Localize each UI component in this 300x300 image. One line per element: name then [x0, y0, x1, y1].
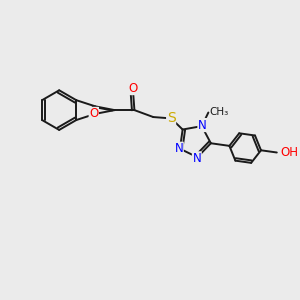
- Text: N: N: [193, 152, 201, 165]
- Text: S: S: [167, 111, 176, 125]
- Text: CH₃: CH₃: [210, 107, 229, 117]
- Text: N: N: [198, 118, 207, 131]
- Text: O: O: [89, 107, 98, 120]
- Text: OH: OH: [280, 146, 298, 159]
- Text: O: O: [128, 82, 138, 94]
- Text: N: N: [175, 142, 183, 155]
